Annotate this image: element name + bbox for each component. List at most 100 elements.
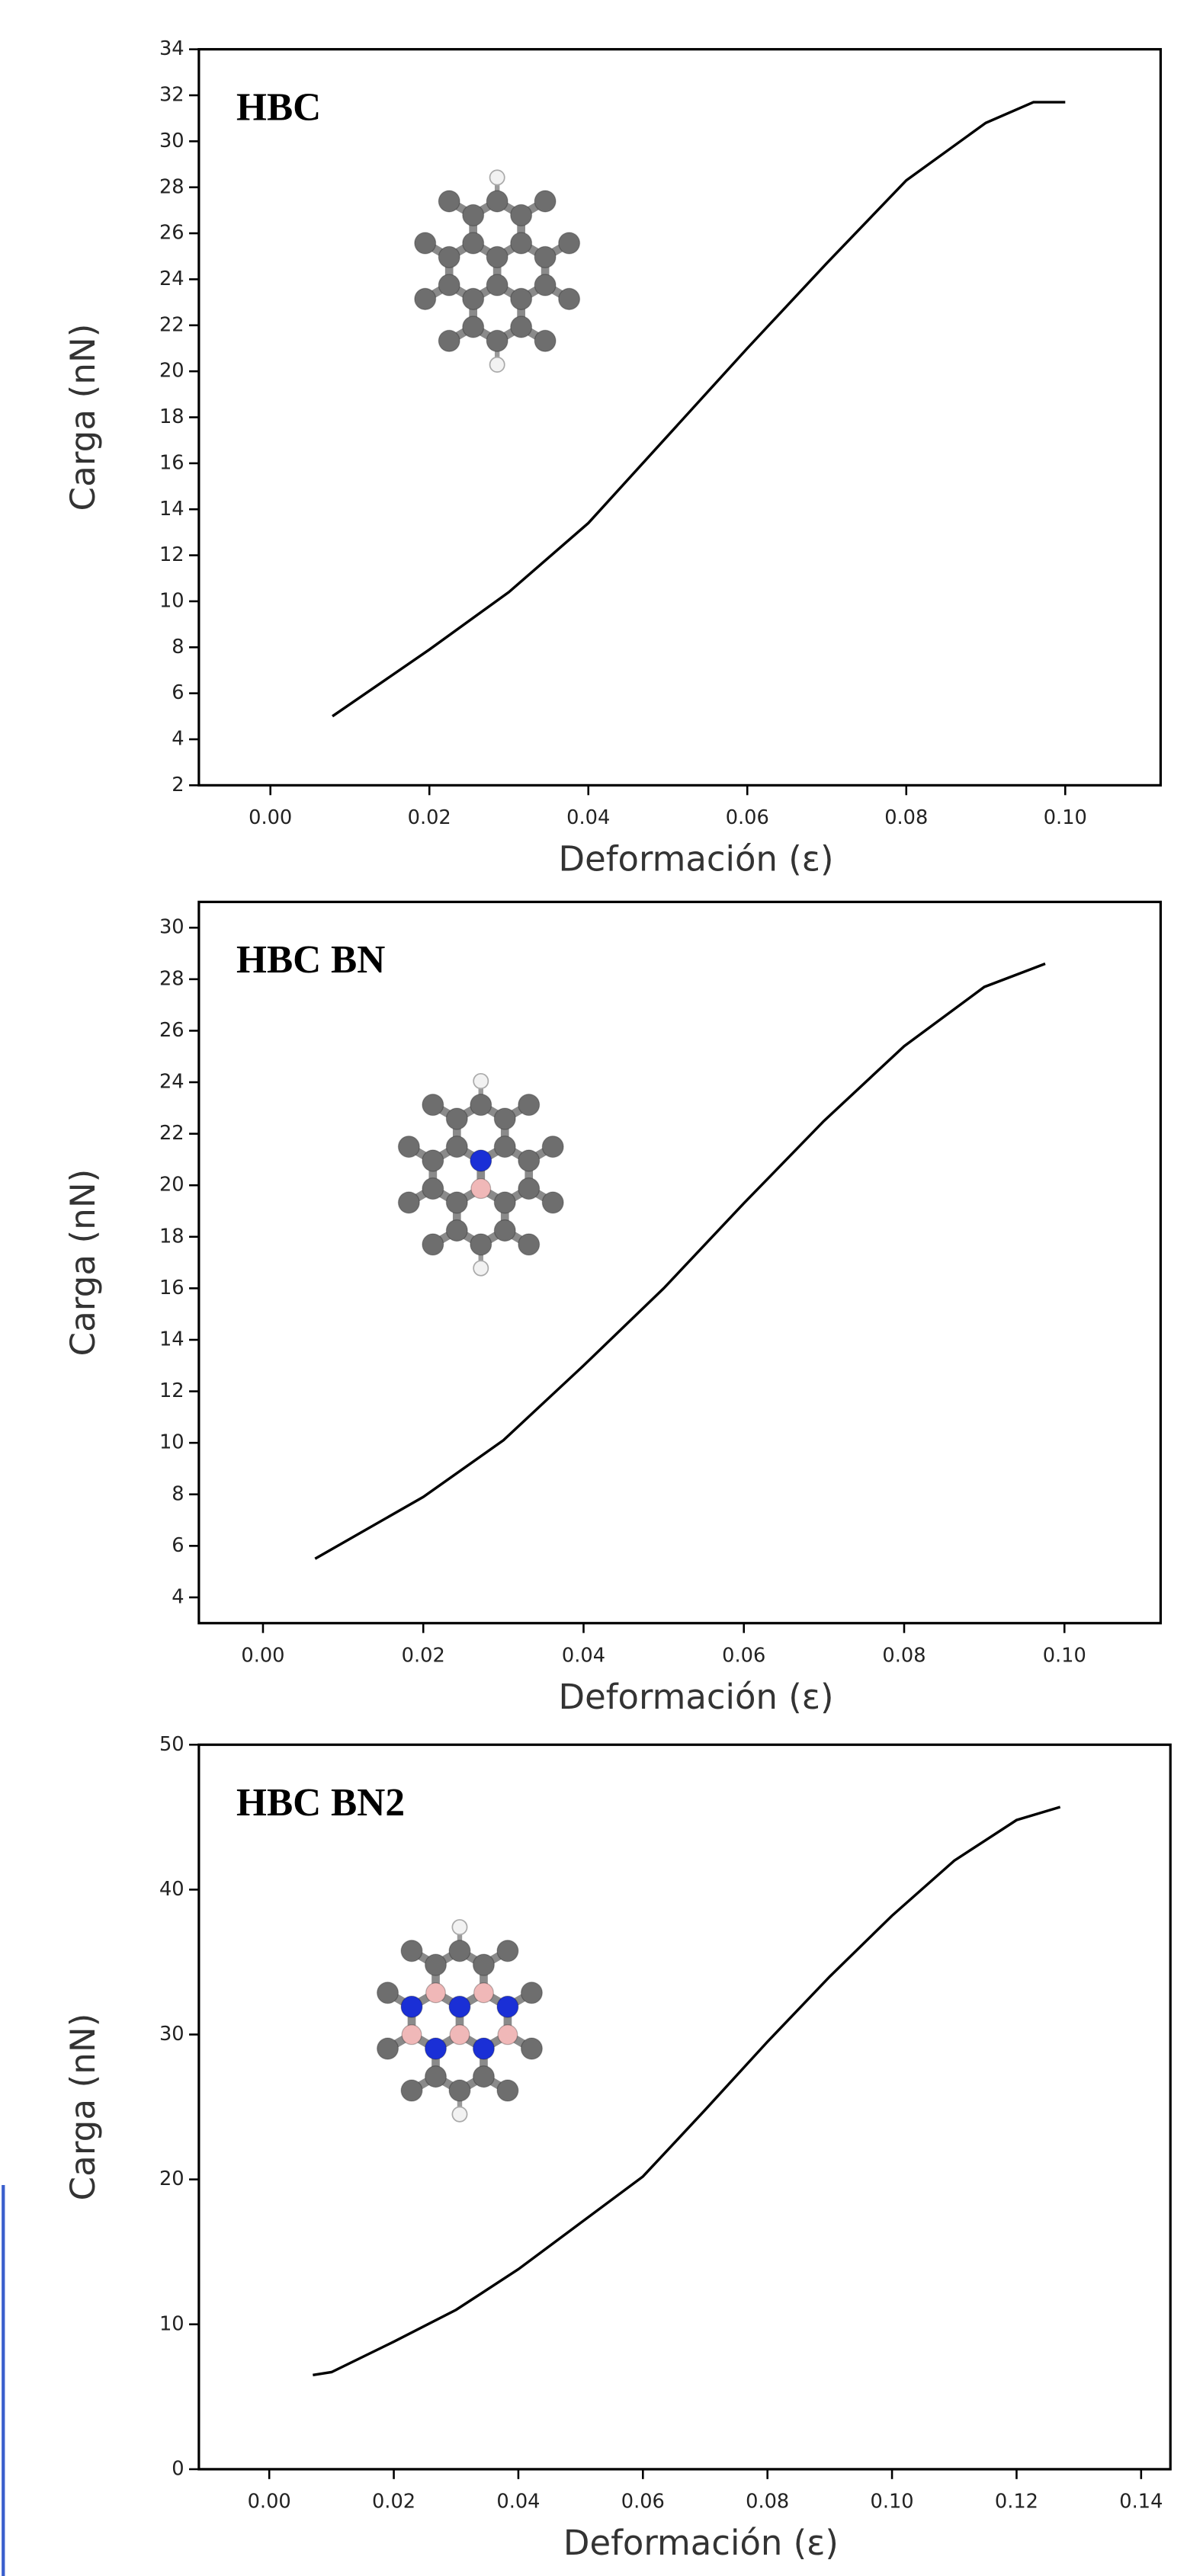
y-tick-label: 2 (172, 774, 184, 796)
y-tick-label: 18 (159, 405, 184, 428)
atom (474, 1983, 494, 2003)
y-tick-label: 10 (159, 1431, 184, 1454)
plot-frame (199, 1745, 1170, 2469)
atom (425, 2066, 447, 2087)
atom (463, 232, 484, 254)
atom (438, 330, 460, 351)
x-tick-label: 0.08 (884, 806, 928, 829)
atom (446, 1192, 467, 1213)
x-tick-label: 0.08 (746, 2490, 789, 2513)
y-tick-label: 22 (159, 1122, 184, 1145)
atom (446, 1108, 467, 1129)
y-tick-label: 14 (159, 498, 184, 521)
x-tick-label: 0.10 (1043, 1644, 1086, 1667)
annotation: HBC BN2 (236, 1781, 405, 1825)
x-tick-label: 0.04 (562, 1644, 605, 1667)
atom (473, 2038, 495, 2059)
atom (511, 204, 532, 226)
y-tick-label: 40 (159, 1878, 184, 1901)
atom (521, 1982, 543, 2004)
y-tick-label: 26 (159, 222, 184, 245)
atom (377, 1982, 399, 2004)
atom (422, 1150, 444, 1171)
atom (542, 1192, 563, 1213)
atom (494, 1220, 515, 1242)
atom (470, 1234, 492, 1255)
y-tick-label: 20 (159, 2167, 184, 2190)
x-tick-label: 0.06 (722, 1644, 765, 1667)
atom (542, 1136, 563, 1158)
atom (511, 316, 532, 338)
y-tick-label: 18 (159, 1225, 184, 1248)
atom (486, 330, 508, 351)
atom (426, 1983, 446, 2003)
atom (521, 2038, 543, 2059)
atom (518, 1150, 540, 1171)
x-tick-label: 0.08 (882, 1644, 926, 1667)
atom (534, 330, 556, 351)
x-tick-label: 0.02 (402, 1644, 445, 1667)
atom (486, 246, 508, 268)
atom (497, 1940, 518, 1962)
y-tick-label: 0 (172, 2457, 184, 2480)
y-tick-label: 6 (172, 1534, 184, 1557)
x-tick-label: 0.10 (1044, 806, 1087, 829)
atom (559, 288, 580, 309)
y-axis-title: Carga (nN) (63, 2014, 103, 2201)
hydrogen (452, 2107, 467, 2121)
y-tick-label: 12 (159, 543, 184, 566)
atom (471, 1179, 491, 1199)
atom (559, 232, 580, 254)
y-tick-label: 8 (172, 1482, 184, 1505)
annotation: HBC BN (236, 938, 385, 982)
atom (438, 274, 460, 296)
plot-frame (199, 902, 1161, 1623)
x-tick-label: 0.04 (496, 2490, 540, 2513)
atom (534, 246, 556, 268)
atom (422, 1178, 444, 1200)
y-tick-label: 28 (159, 967, 184, 990)
plot-frame (199, 50, 1161, 786)
y-tick-label: 30 (159, 130, 184, 152)
atom (449, 1996, 470, 2017)
atom (398, 1136, 419, 1158)
x-tick-label: 0.00 (249, 806, 292, 829)
x-tick-label: 0.06 (621, 2490, 665, 2513)
atom (511, 232, 532, 254)
hydrogen (452, 1920, 467, 1934)
atom (534, 274, 556, 296)
atom (470, 1150, 492, 1171)
y-tick-label: 30 (159, 2023, 184, 2046)
x-tick-label: 0.00 (241, 1644, 284, 1667)
atom (494, 1108, 515, 1129)
y-tick-label: 16 (159, 1277, 184, 1299)
y-tick-label: 4 (172, 727, 184, 750)
atom (494, 1136, 515, 1158)
atom (446, 1220, 467, 1242)
atom (498, 2025, 518, 2045)
atom (473, 1954, 495, 1975)
atom (497, 1996, 518, 2017)
y-tick-label: 28 (159, 175, 184, 198)
atom (401, 1996, 422, 2017)
molecule (398, 1074, 563, 1276)
x-tick-label: 0.10 (871, 2490, 914, 2513)
y-tick-label: 20 (159, 360, 184, 383)
x-axis-title: Deformación (ε) (563, 2523, 839, 2563)
atom (449, 2080, 470, 2101)
x-axis-title: Deformación (ε) (559, 1677, 834, 1717)
atom (518, 1094, 540, 1116)
y-tick-label: 6 (172, 681, 184, 704)
atom (497, 2080, 518, 2101)
atom (446, 1136, 467, 1158)
atom (450, 2025, 470, 2045)
atom (463, 288, 484, 309)
hydrogen (490, 170, 505, 184)
molecule (377, 1920, 543, 2122)
atom (398, 1192, 419, 1213)
atom (449, 1940, 470, 1962)
x-tick-label: 0.02 (372, 2490, 415, 2513)
y-tick-label: 22 (159, 313, 184, 336)
atom (422, 1234, 444, 1255)
x-tick-label: 0.14 (1119, 2490, 1163, 2513)
